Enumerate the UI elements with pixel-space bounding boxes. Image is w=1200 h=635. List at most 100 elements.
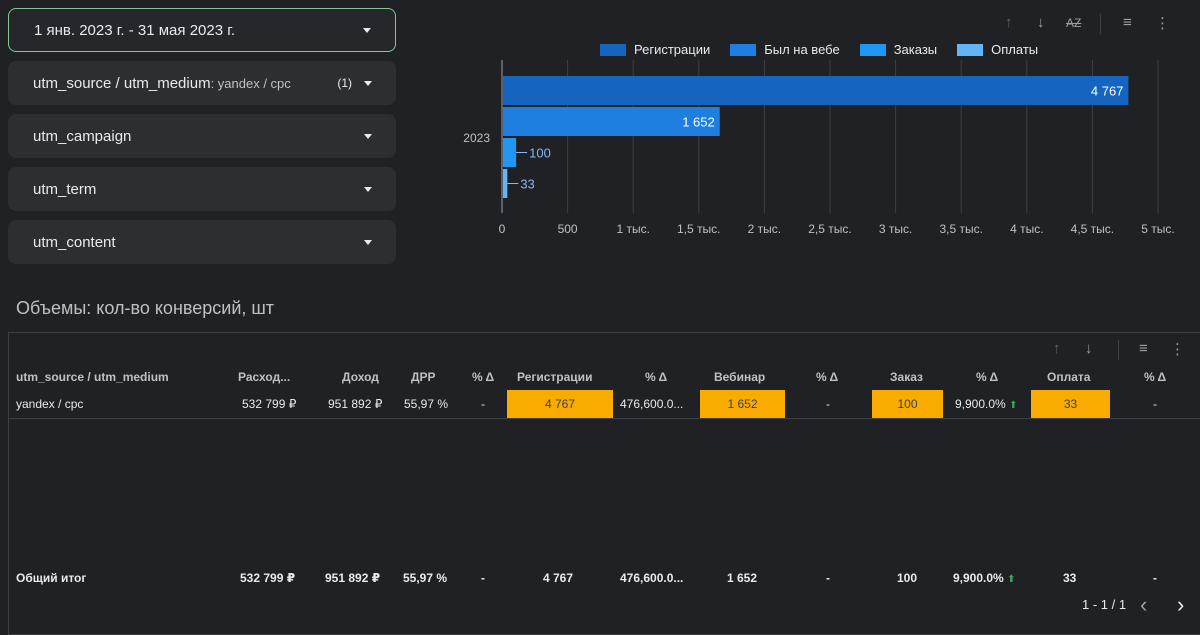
total-cell: 532 799 ₽ [240,571,296,585]
legend-item[interactable]: Был на вебе [730,42,840,57]
table-cell: 55,97 % [404,397,449,411]
total-cell: 4 767 [543,571,574,585]
x-tick-label: 2,5 тыс. [808,222,851,236]
table-cell: 951 892 ₽ [328,397,383,411]
sort-ascending-icon[interactable]: ↑ [1053,340,1061,357]
bar-2[interactable] [503,107,720,136]
bar-data-label: 4 767 [1091,84,1124,99]
column-header[interactable]: % Δ [816,370,839,384]
more-options-icon[interactable]: ⋮ [1170,341,1185,358]
x-tick-label: 3,5 тыс. [939,222,982,236]
y-category-label: 2023 [463,131,490,145]
x-tick-label: 1,5 тыс. [677,222,720,236]
toolbar-divider [1100,14,1101,34]
chevron-down-icon [364,80,372,86]
column-header[interactable]: % Δ [645,370,668,384]
bar-data-label: 33 [520,177,534,192]
table-cell: 9,900.0% ⬆ [955,397,1017,411]
more-options-icon[interactable]: ⋮ [1155,15,1170,32]
legend-label: Был на вебе [764,42,840,57]
sort-ascending-icon[interactable]: ↑ [1005,14,1013,31]
total-cell: - [481,571,485,585]
total-cell: 33 [1063,571,1077,585]
filter-label: utm_campaign [33,127,132,145]
x-tick-label: 4,5 тыс. [1071,222,1114,236]
total-cell: 951 892 ₽ [325,571,381,585]
total-cell: - [1153,571,1157,585]
total-cell: 55,97 % [403,571,448,585]
table-cell-highlight: 4 767 [507,390,613,418]
sort-descending-icon[interactable]: ↓ [1037,14,1045,31]
filter-term[interactable]: utm_term [8,167,396,211]
delta-value: 9,900.0% [953,571,1004,585]
arrow-up-icon: ⬆ [1009,400,1018,411]
bar-data-label: 1 652 [682,115,715,130]
table-cell: yandex / cpc [16,397,84,411]
chevron-left-icon[interactable]: ‹ [1140,592,1148,617]
total-cell: - [826,571,830,585]
table-cell: 476,600.0... [620,397,684,411]
table-cell-highlight: 33 [1031,390,1110,418]
delta-value: 9,900.0% [955,397,1006,411]
legend-label: Заказы [893,42,938,57]
column-header[interactable]: utm_source / utm_medium [16,370,169,384]
section-title: Объемы: кол-во конверсий, шт [16,298,275,318]
toolbar-divider [1118,340,1119,360]
sort-az-icon[interactable]: AZ [1066,16,1082,30]
x-tick-label: 5 тыс. [1141,222,1174,236]
bar-3[interactable] [503,138,517,167]
filter-label: utm_content [33,233,116,251]
filter-count-badge: (1) [337,76,352,90]
date-range-control[interactable]: 1 янв. 2023 г. - 31 мая 2023 г. [8,8,396,52]
table-cell-highlight: 1 652 [700,390,785,418]
filter-label: utm_term [33,180,97,198]
column-header[interactable]: Вебинар [714,370,766,384]
filter-value: : yandex / cpc [210,75,291,91]
legend-item[interactable]: Заказы [859,42,938,57]
filter-label: utm_source / utm_medium [33,74,211,92]
column-header[interactable]: ДРР [411,370,436,384]
x-tick-label: 0 [499,222,506,236]
legend-swatch [859,43,886,56]
total-cell: 9,900.0% ⬆ [953,571,1015,585]
filter-icon[interactable]: ≡ [1123,14,1132,31]
chevron-down-icon [364,133,372,139]
bar-1[interactable] [503,76,1129,105]
bar-data-label: 100 [529,146,551,161]
bar-4[interactable] [503,169,508,198]
column-header[interactable]: Регистрации [517,370,593,384]
total-cell: 1 652 [727,571,758,585]
column-header[interactable]: % Δ [1144,370,1167,384]
filter-content[interactable]: utm_content [8,220,396,264]
total-cell: 100 [897,571,918,585]
filter-icon[interactable]: ≡ [1139,340,1148,357]
bar-chart: 0 500 1 тыс. 1,5 тыс. 2 тыс. 2,5 тыс. 3 тыс. 3,… [463,60,1175,236]
row-divider [8,418,1200,419]
table-cell: - [826,397,830,411]
legend-item[interactable]: Регистрации [600,42,710,57]
column-header[interactable]: Расход... [238,370,291,384]
x-tick-label: 3 тыс. [879,222,912,236]
chevron-down-icon [364,239,372,245]
data-table [8,332,1200,635]
legend-swatch [957,43,984,56]
filter-source-medium[interactable]: utm_source / utm_medium: yandex / cpc (1… [8,61,396,105]
column-header[interactable]: Заказ [890,370,923,384]
chevron-down-icon [363,27,371,33]
x-tick-label: 1 тыс. [616,222,649,236]
legend-item[interactable]: Оплаты [957,42,1038,57]
date-range-label: 1 янв. 2023 г. - 31 мая 2023 г. [34,21,236,39]
column-header[interactable]: Доход [342,370,379,384]
sort-descending-icon[interactable]: ↓ [1085,340,1093,357]
filter-campaign[interactable]: utm_campaign [8,114,396,158]
legend-label: Регистрации [634,42,711,57]
legend-swatch [730,43,757,56]
total-cell: Общий итог [16,571,87,585]
chart-legend: Регистрации Был на вебе Заказы Оплаты [600,42,1038,57]
column-header[interactable]: % Δ [472,370,495,384]
chevron-right-icon[interactable]: › [1177,592,1185,617]
column-header[interactable]: Оплата [1047,370,1091,384]
legend-label: Оплаты [991,42,1039,57]
table-cell: - [1153,397,1157,411]
column-header[interactable]: % Δ [976,370,999,384]
